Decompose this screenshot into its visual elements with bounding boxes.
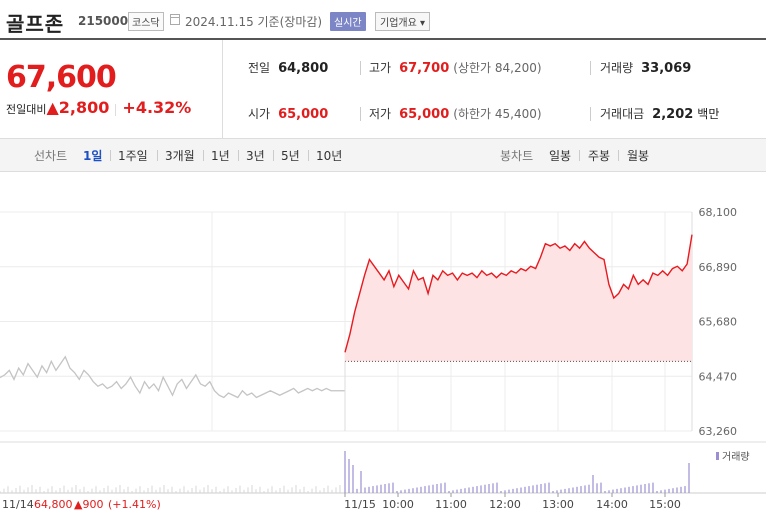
tab-monthly-candle[interactable]: 월봉: [627, 149, 650, 163]
stock-header: 골프존 215000 코스닥 2024.11.15 기준(장마감) 실시간 기업…: [0, 0, 766, 40]
reference-date: 2024.11.15 기준(장마감): [185, 15, 323, 29]
y-tick-label: 64,470: [699, 370, 738, 383]
stock-name: 골프존: [6, 12, 65, 36]
prev-day-line: [0, 355, 345, 399]
x-tick-label: 13:00: [542, 498, 574, 511]
change-amount: ▲2,800: [46, 98, 110, 117]
x-tick-label: 11/15: [344, 498, 376, 511]
today-line: [344, 234, 693, 353]
prev-day-date: 11/14: [2, 498, 34, 511]
y-tick-label: 68,100: [699, 206, 738, 219]
change-label: 전일대비: [6, 103, 47, 116]
prev-day-close: 64,800: [34, 498, 73, 511]
tab-1y[interactable]: 1년: [211, 149, 230, 163]
y-tick-label: 66,890: [699, 261, 738, 274]
tab-daily-candle[interactable]: 일봉: [549, 149, 572, 163]
realtime-button[interactable]: 실시간: [330, 12, 366, 31]
price-summary: 67,600 전일대비▲2,800 +4.32% 전일 64,800 고가 67,70…: [0, 40, 766, 139]
company-info-dropdown[interactable]: 기업개요 ▾: [375, 12, 431, 31]
y-tick-label: 63,260: [699, 425, 738, 438]
tab-3m[interactable]: 3개월: [165, 149, 195, 163]
tab-1d[interactable]: 1일: [83, 149, 103, 163]
x-tick-label: 15:00: [649, 498, 681, 511]
stat-prev-close: 전일 64,800: [248, 61, 329, 76]
line-chart-label: 선차트: [34, 149, 68, 163]
stock-code: 215000: [78, 14, 129, 28]
stat-open: 시가 65,000: [248, 107, 329, 122]
prev-day-change: ▲900: [74, 498, 103, 511]
calendar-icon: [170, 14, 180, 25]
stat-high: 고가 67,700 (상한가 84,200): [369, 61, 542, 76]
change-percent: +4.32%: [122, 98, 192, 117]
prev-day-percent: (+1.41%): [108, 498, 161, 511]
tab-5y[interactable]: 5년: [281, 149, 300, 163]
x-tick-label: 12:00: [489, 498, 521, 511]
stat-amount: 거래대금 2,202 백만: [600, 107, 720, 122]
tab-3y[interactable]: 3년: [246, 149, 265, 163]
current-price: 67,600: [6, 60, 117, 95]
intraday-chart: 68,100 66,890 65,680 64,470 63,260 거래량 11/15 10…: [0, 206, 766, 511]
tab-1w[interactable]: 1주일: [118, 149, 148, 163]
chevron-down-icon: ▾: [420, 18, 426, 29]
volume-legend-icon: [716, 452, 719, 460]
candle-chart-label: 봉차트: [500, 149, 534, 163]
today-area: [345, 234, 692, 362]
chart-tabs: 선차트 1일 1주일 3개월 1년 3년 5년 10년 봉차트 일봉 주봉 월봉: [0, 139, 766, 172]
y-tick-label: 65,680: [699, 316, 738, 329]
stat-low: 저가 65,000 (하한가 45,400): [369, 107, 542, 122]
x-tick-label: 10:00: [382, 498, 414, 511]
market-badge: 코스닥: [128, 12, 164, 31]
company-info-label: 기업개요: [380, 18, 417, 29]
volume-legend-label: 거래량: [722, 451, 750, 463]
x-tick-label: 11:00: [435, 498, 467, 511]
tab-10y[interactable]: 10년: [316, 149, 343, 163]
stat-volume: 거래량 33,069: [600, 61, 692, 76]
tab-weekly-candle[interactable]: 주봉: [588, 149, 611, 163]
x-tick-label: 14:00: [596, 498, 628, 511]
price-change: 전일대비▲2,800 +4.32%: [6, 98, 191, 117]
